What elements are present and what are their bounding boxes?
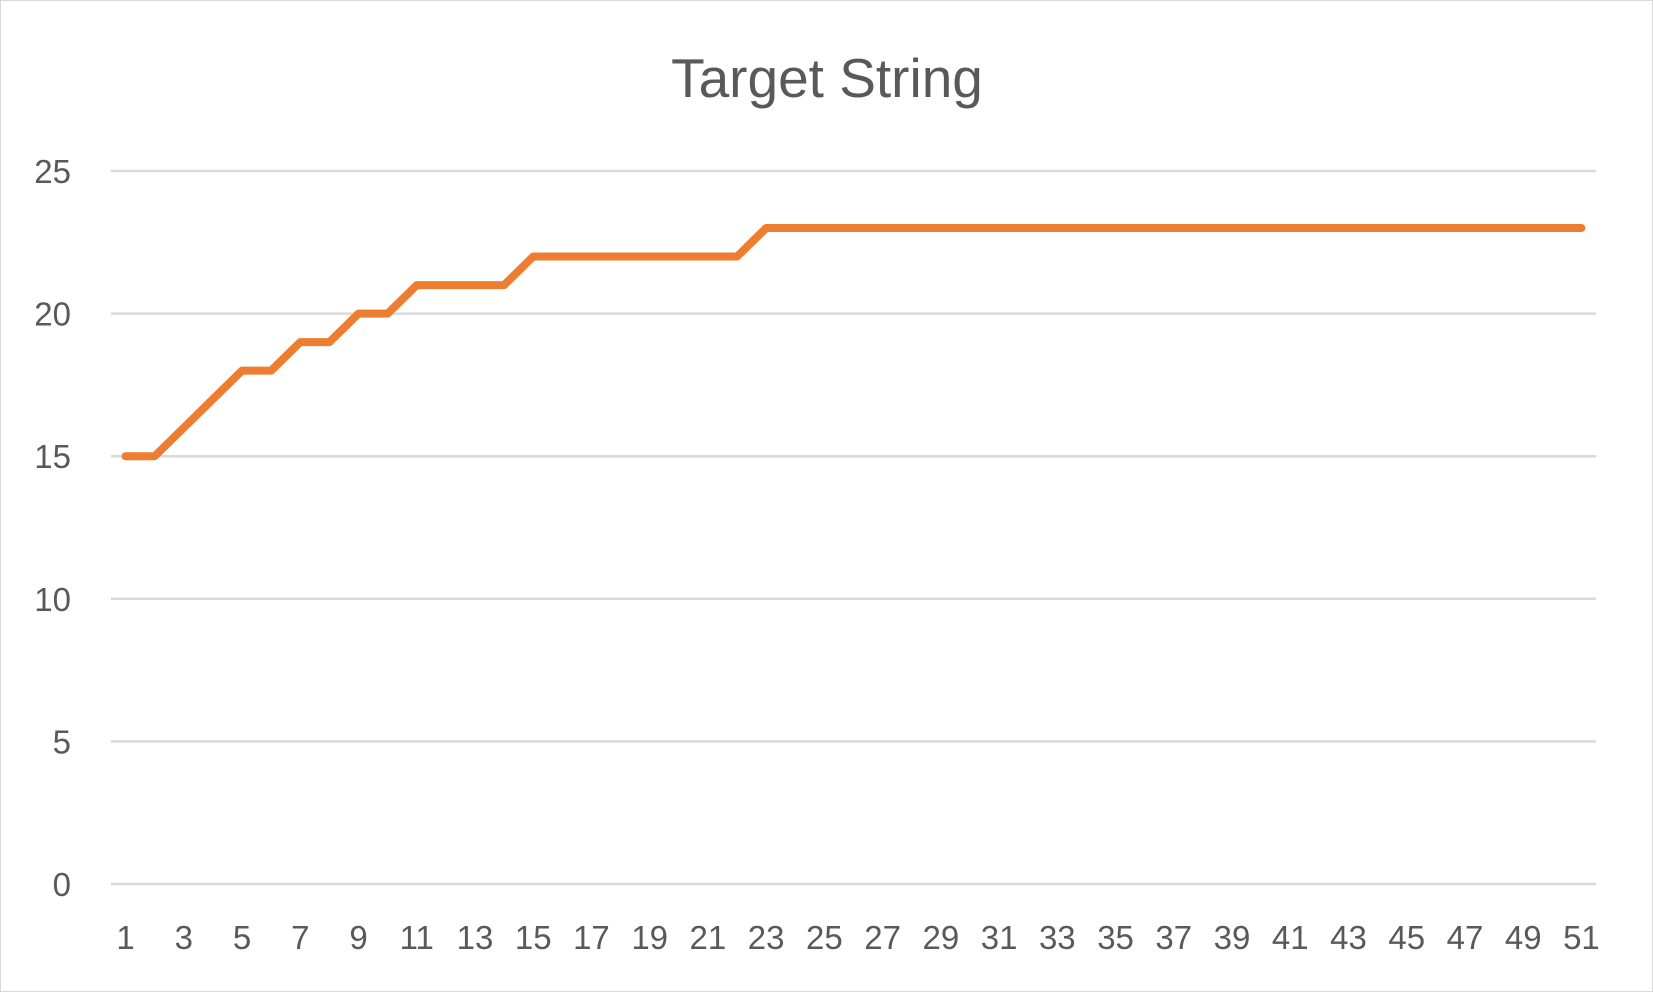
x-tick-label: 45 — [1388, 919, 1425, 956]
x-tick-label: 13 — [457, 919, 494, 956]
chart-title: Target String — [671, 47, 983, 109]
x-tick-label: 29 — [922, 919, 959, 956]
x-tick-label: 7 — [291, 919, 309, 956]
x-tick-label: 49 — [1505, 919, 1542, 956]
x-tick-label: 31 — [981, 919, 1018, 956]
x-tick-label: 15 — [515, 919, 552, 956]
x-tick-label: 27 — [864, 919, 901, 956]
x-tick-label: 9 — [349, 919, 367, 956]
x-tick-label: 1 — [116, 919, 134, 956]
x-tick-label: 11 — [400, 919, 434, 956]
y-tick-label: 0 — [53, 866, 71, 903]
y-tick-label: 15 — [34, 438, 71, 475]
series-line-0 — [121, 224, 1586, 461]
x-tick-label: 47 — [1447, 919, 1484, 956]
x-tick-label: 41 — [1272, 919, 1309, 956]
y-tick-label: 10 — [34, 581, 71, 618]
x-tick-label: 23 — [748, 919, 785, 956]
x-tick-label: 51 — [1563, 919, 1600, 956]
x-tick-label: 37 — [1155, 919, 1192, 956]
series-layer — [121, 224, 1586, 461]
x-tick-label: 3 — [175, 919, 193, 956]
x-tick-label: 19 — [631, 919, 668, 956]
x-tick-label: 39 — [1214, 919, 1251, 956]
x-axis-ticks: 1 3 5 7 9 11 13 15 17 19 21 23 25 27 29 31 33 35 37 39 41 43 4… — [116, 919, 1599, 956]
y-tick-label: 5 — [53, 723, 71, 760]
y-axis-ticks: 0 5 10 15 20 25 — [34, 153, 71, 903]
y-tick-label: 25 — [34, 153, 71, 190]
x-tick-label: 43 — [1330, 919, 1367, 956]
y-tick-label: 20 — [34, 296, 71, 333]
x-tick-label: 5 — [233, 919, 251, 956]
x-tick-label: 35 — [1097, 919, 1134, 956]
x-tick-label: 17 — [573, 919, 610, 956]
x-tick-label: 25 — [806, 919, 843, 956]
x-tick-label: 33 — [1039, 919, 1076, 956]
x-tick-label: 21 — [690, 919, 727, 956]
gridlines — [111, 169, 1596, 886]
